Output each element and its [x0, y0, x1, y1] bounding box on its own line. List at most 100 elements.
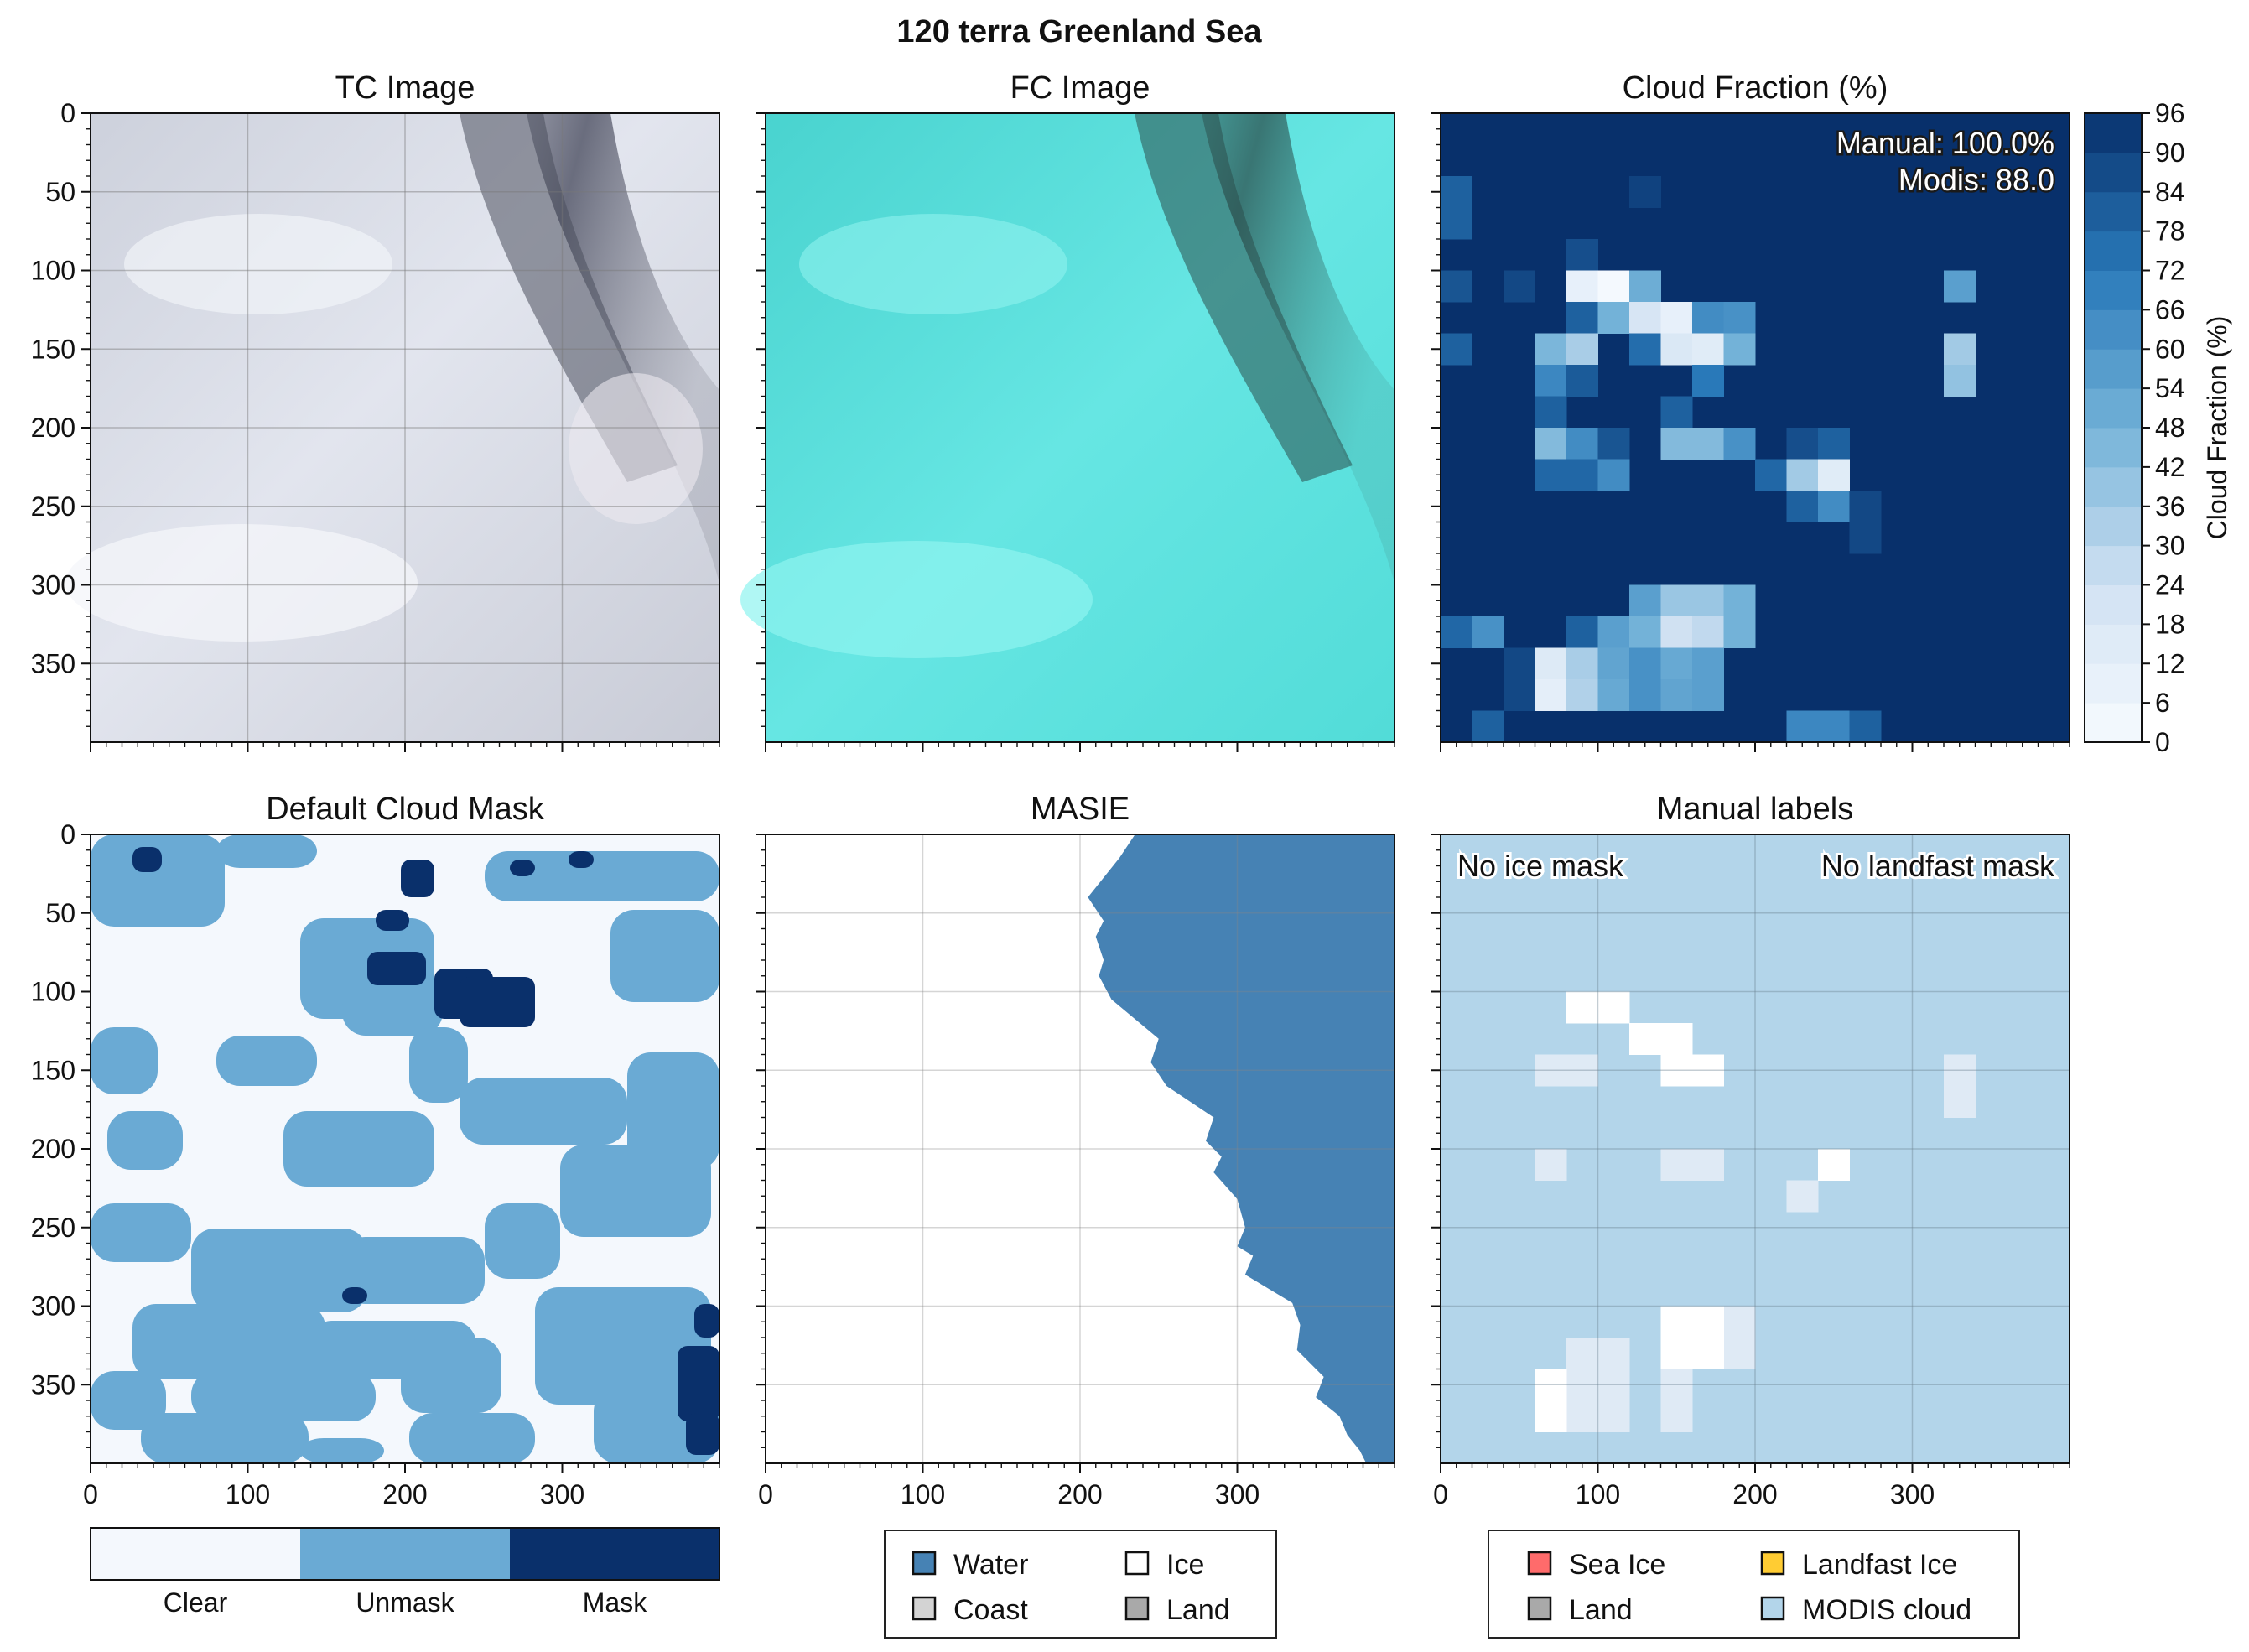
x-tick-label: 100 [226, 1479, 270, 1509]
no-ice-mask-annotation: No ice mask [1457, 849, 1624, 883]
heatmap-cell [1504, 679, 1535, 711]
x-tick-label: 200 [1057, 1479, 1102, 1509]
heatmap-cell [1849, 710, 1882, 743]
cloud-mask-legend-frame [90, 1527, 720, 1581]
manual-legend-label: MODIS cloud [1802, 1594, 1971, 1626]
heatmap-cell [1597, 679, 1630, 711]
heatmap-cell [1692, 679, 1724, 711]
faint-cell [1660, 1400, 1693, 1432]
masie-legend-label-ice: Ice [1166, 1549, 1204, 1581]
masie-legend-box [884, 1530, 1277, 1639]
heatmap-cell [1535, 679, 1567, 711]
heatmap-cell [1441, 176, 1472, 208]
unmask-region [283, 1111, 434, 1187]
heatmap-cell [1566, 428, 1598, 460]
colorbar-step [2085, 309, 2142, 350]
faint-cell [1660, 1369, 1693, 1401]
cloud-fraction-title: Cloud Fraction (%) [1623, 70, 1888, 106]
heatmap-cell [1597, 428, 1630, 460]
masie-legend-label-water: Water [953, 1549, 1028, 1581]
colorbar-tick-label: 54 [2155, 373, 2185, 403]
mask-region [686, 1413, 719, 1455]
heatmap-cell [1629, 176, 1661, 208]
y-tick-label: 250 [31, 1213, 75, 1243]
tc-image-frame [90, 112, 720, 743]
y-tick-label: 150 [31, 334, 75, 364]
heatmap-cell [1597, 647, 1630, 680]
mask-region [367, 952, 426, 985]
cloud-mask-legend-swatch [300, 1528, 510, 1580]
cloud-mask-legend-label-unmask: Unmask [356, 1587, 454, 1618]
heatmap-cell [1566, 239, 1598, 271]
colorbar-tick-label: 66 [2155, 294, 2185, 325]
heatmap-cell [1660, 647, 1693, 680]
colorbar-step [2085, 191, 2142, 232]
tc-bright-patch [569, 373, 703, 524]
faint-cell [1597, 1369, 1630, 1401]
clear-cell [1660, 1023, 1693, 1055]
x-tick-label: 0 [758, 1479, 773, 1509]
y-tick-label: 100 [31, 977, 75, 1007]
unmask-region [91, 834, 225, 927]
unmask-region [409, 1413, 535, 1463]
clear-cell [1597, 991, 1630, 1024]
unmask-region [627, 1052, 719, 1170]
heatmap-cell [1692, 333, 1724, 366]
unmask-region [91, 1203, 191, 1262]
unmask-region [485, 851, 719, 901]
y-tick-label: 0 [60, 98, 75, 128]
unmask-region [342, 985, 443, 1036]
y-tick-label: 50 [45, 177, 75, 207]
heatmap-cell [1786, 710, 1819, 743]
cloud-mask-legend-swatch [510, 1528, 719, 1580]
faint-cell [1566, 1369, 1598, 1401]
mask-region [376, 910, 409, 931]
heatmap-cell [1944, 365, 1976, 397]
heatmap-cell [1786, 459, 1819, 491]
colorbar-tick-label: 30 [2155, 531, 2185, 561]
clear-cell [1818, 1149, 1850, 1181]
y-tick-label: 100 [31, 256, 75, 286]
x-tick-label: 300 [1890, 1479, 1935, 1509]
heatmap-cell [1535, 647, 1567, 680]
panel-cloud-fraction: Cloud Fraction (%) Manual: 100.0%Modis: 8… [1431, 70, 2232, 757]
heatmap-cell [1723, 616, 1756, 648]
faint-cell [1535, 1149, 1567, 1181]
mask-region [510, 860, 535, 876]
colorbar-tick-label: 84 [2155, 177, 2185, 207]
default-cloud-mask-title: Default Cloud Mask [266, 792, 545, 827]
x-tick-label: 300 [540, 1479, 584, 1509]
masie-legend-swatch [1124, 1551, 1150, 1576]
tc-bright-patch [124, 214, 392, 314]
panel-masie: MASIE 0 100 200 300 Water Ice Coast Land [756, 792, 1395, 1639]
mask-region [569, 851, 594, 868]
panel-tc-image: TC Image 0 50 100 150 200 250 300 350 [31, 70, 720, 752]
manual-legend-swatch [1760, 1551, 1785, 1576]
heatmap-cell [1441, 207, 1472, 240]
figure-suptitle: 120 terra Greenland Sea [896, 14, 1262, 49]
unmask-region [300, 1438, 384, 1463]
heatmap-cell [1660, 333, 1693, 366]
colorbar-tick-label: 78 [2155, 216, 2185, 247]
colorbar-step [2085, 349, 2142, 389]
panel-fc-image: FC Image [740, 70, 1395, 752]
unmask-region [107, 1111, 183, 1170]
heatmap-cell [1660, 428, 1693, 460]
masie-legend-swatch [1124, 1596, 1150, 1621]
faint-cell [1535, 1054, 1567, 1087]
heatmap-cell [1629, 333, 1661, 366]
colorbar-step [2085, 270, 2142, 310]
heatmap-cell [1441, 616, 1472, 648]
manual-legend-box [1488, 1530, 2020, 1639]
heatmap-cell [1723, 584, 1756, 617]
colorbar-tick-label: 12 [2155, 648, 2185, 678]
unmask-region [342, 1237, 485, 1304]
unmask-region [132, 1304, 325, 1379]
heatmap-cell [1629, 647, 1661, 680]
heatmap-cell [1849, 522, 1882, 554]
heatmap-cell [1629, 679, 1661, 711]
heatmap-cell [1786, 428, 1819, 460]
y-tick-label: 0 [60, 819, 75, 849]
heatmap-cell [1597, 302, 1630, 334]
